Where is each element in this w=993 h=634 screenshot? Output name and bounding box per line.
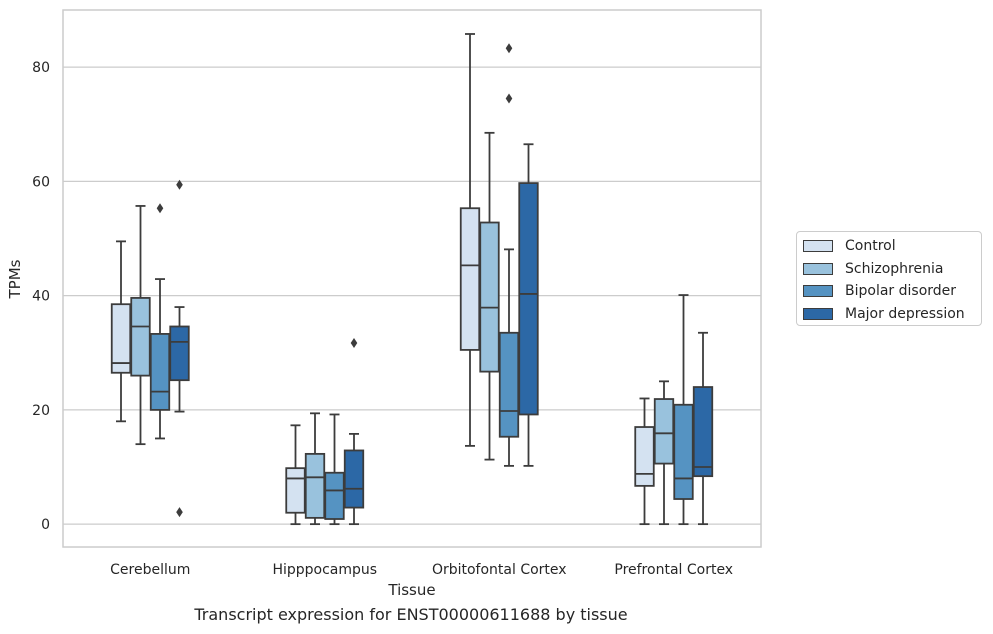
box	[285, 467, 306, 514]
x-tick-label: Prefrontal Cortex	[614, 562, 733, 578]
chart-caption: Transcript expression for ENST0000061168…	[194, 605, 628, 624]
box	[459, 207, 481, 351]
y-tick-label: 0	[41, 517, 50, 533]
outlier-point	[505, 93, 513, 104]
legend-item: Bipolar disorder	[803, 280, 981, 303]
box	[324, 471, 345, 520]
outlier-point	[176, 507, 183, 518]
box	[130, 297, 151, 377]
box	[498, 331, 520, 438]
x-axis-label: Tissue	[387, 581, 435, 599]
plot-frame	[62, 9, 762, 548]
legend-swatch	[803, 240, 833, 253]
y-tick-label: 60	[32, 174, 50, 190]
box	[653, 398, 675, 465]
box	[692, 386, 714, 478]
legend-item: Major depression	[803, 303, 981, 326]
box	[304, 452, 326, 519]
box	[479, 221, 500, 373]
box	[673, 403, 694, 500]
y-axis-label: TPMs	[6, 259, 24, 299]
legend-swatch	[803, 262, 833, 275]
legend-item: Schizophrenia	[803, 258, 981, 281]
y-tick-labels: 0 20 40 60 80	[32, 60, 50, 533]
legend: Control Schizophrenia Bipolar disorder Majo…	[796, 231, 982, 326]
legend-swatch	[803, 285, 833, 298]
y-tick-label: 80	[32, 60, 50, 76]
y-tick-label: 20	[32, 403, 50, 419]
legend-swatch	[803, 307, 833, 320]
x-tick-labels: Cerebellum Hipppocampus Orbitofontal Corte…	[110, 562, 733, 578]
legend-label: Bipolar disorder	[845, 283, 957, 300]
box	[110, 303, 132, 374]
x-tick-label: Hipppocampus	[272, 562, 377, 578]
box	[149, 333, 171, 411]
legend-label: Schizophrenia	[845, 260, 944, 277]
legend-label: Major depression	[845, 305, 965, 322]
y-tick-label: 40	[32, 289, 50, 305]
box	[343, 449, 365, 509]
legend-label: Control	[845, 238, 896, 255]
box	[634, 426, 655, 487]
legend-item: Control	[803, 235, 981, 258]
outlier-point	[176, 179, 183, 190]
box	[518, 182, 539, 416]
outlier-point	[505, 43, 513, 54]
x-tick-label: Cerebellum	[110, 562, 190, 578]
x-tick-label: Orbitofontal Cortex	[432, 562, 567, 578]
box-plot-series	[110, 33, 714, 526]
outlier-point	[156, 203, 164, 214]
outlier-point	[350, 338, 358, 349]
box	[169, 325, 190, 382]
